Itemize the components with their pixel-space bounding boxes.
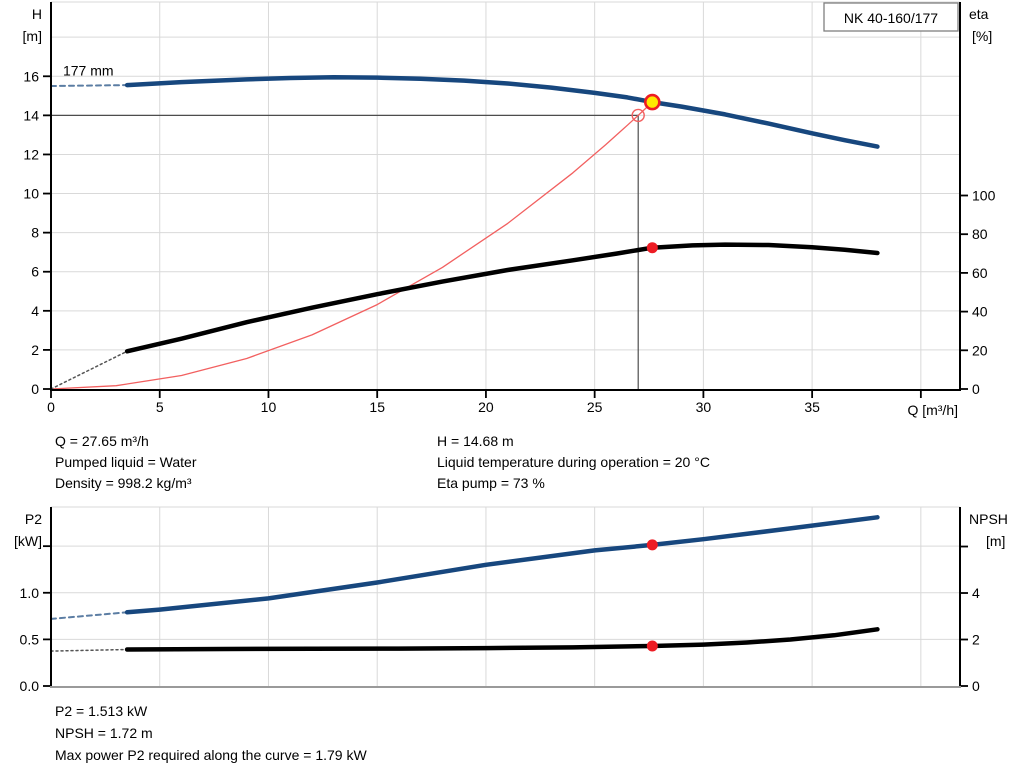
npsh-curve xyxy=(124,627,880,652)
y-right-axis-title: NPSH xyxy=(969,511,1008,527)
head-curve-leadin xyxy=(50,84,129,87)
y-right-tick-label: 80 xyxy=(972,226,988,242)
p2-duty-point xyxy=(646,539,658,551)
y-right-tick-label: 40 xyxy=(972,304,988,320)
y-left-tick-label: 8 xyxy=(31,225,39,241)
y-left-tick-label: 4 xyxy=(31,303,39,319)
p2-npsh-chart: 0.0 0.5 1.0 0 2 4 P2 [kW] NPSH [m] xyxy=(14,506,1008,694)
x-tick-label: 25 xyxy=(587,399,603,415)
density-value: Density = 998.2 kg/m³ xyxy=(55,475,192,491)
eta-pump-value: Eta pump = 73 % xyxy=(437,475,545,491)
eta-curve-leadin xyxy=(50,350,128,390)
x-tick-label: 15 xyxy=(369,399,385,415)
pump-name-label: NK 40-160/177 xyxy=(844,10,938,26)
y-left-axis-title: [kW] xyxy=(14,533,42,549)
y-right-axis-title: eta xyxy=(969,6,989,22)
y-right-axis-title: [%] xyxy=(972,28,992,44)
eta-curve xyxy=(124,242,880,354)
system-curve xyxy=(50,101,653,390)
y-right-tick-label: 0 xyxy=(972,381,980,397)
x-tick-label: 35 xyxy=(804,399,820,415)
pump-name-box xyxy=(823,2,959,32)
y-right-axis-title: [m] xyxy=(986,533,1005,549)
y-left-axis-title: [m] xyxy=(23,28,42,44)
pumped-liquid-value: Pumped liquid = Water xyxy=(55,454,197,470)
x-tick-label: 0 xyxy=(47,399,55,415)
y-right-tick-label: 20 xyxy=(972,342,988,358)
p2-value: P2 = 1.513 kW xyxy=(55,703,148,719)
x-tick-label: 5 xyxy=(156,399,164,415)
y-left-tick-label: 2 xyxy=(31,342,39,358)
y-left-axis-title: H xyxy=(32,6,42,22)
p2-curve-leadin xyxy=(50,611,129,620)
y-left-tick-label: 0.0 xyxy=(20,678,40,694)
x-tick-label: 10 xyxy=(261,399,277,415)
impeller-size-label: 177 mm xyxy=(63,62,114,78)
power-info-column: P2 = 1.513 kW NPSH = 1.72 m Max power P2… xyxy=(55,700,367,766)
y-left-tick-label: 10 xyxy=(23,186,39,202)
duty-point-requested xyxy=(631,108,645,123)
max-power-value: Max power P2 required along the curve = … xyxy=(55,747,367,763)
y-right-tick-label: 0 xyxy=(972,678,980,694)
liquid-temperature-value: Liquid temperature during operation = 20… xyxy=(437,454,710,470)
npsh-curve-leadin xyxy=(50,648,128,652)
y-left-tick-label: 1.0 xyxy=(20,585,40,601)
y-right-tick-label: 100 xyxy=(972,188,996,204)
y-left-tick-label: 0 xyxy=(31,381,39,397)
head-curve-177mm xyxy=(124,75,880,149)
y-right-tick-label: 2 xyxy=(972,632,980,648)
y-left-tick-label: 16 xyxy=(23,68,39,84)
npsh-duty-point xyxy=(646,640,658,652)
y-right-tick-label: 4 xyxy=(972,585,980,601)
eta-duty-point xyxy=(646,242,658,254)
duty-info-right-column: H = 14.68 m Liquid temperature during op… xyxy=(437,431,710,494)
duty-point-actual[interactable] xyxy=(643,93,661,111)
y-left-tick-label: 6 xyxy=(31,264,39,280)
duty-q-value: Q = 27.65 m³/h xyxy=(55,433,149,449)
y-left-axis-title: P2 xyxy=(25,511,42,527)
x-tick-label: 30 xyxy=(696,399,712,415)
x-tick-label: 20 xyxy=(478,399,494,415)
y-left-tick-label: 12 xyxy=(23,146,39,162)
qh-eta-chart: 0 2 4 6 8 10 12 14 16 0 20 40 60 80 100 0 5 10 15 20 25 30 35 H… xyxy=(23,1,996,418)
y-left-tick-label: 0.5 xyxy=(20,631,40,647)
y-left-tick-label: 14 xyxy=(23,107,39,123)
y-right-tick-label: 60 xyxy=(972,265,988,281)
x-axis-title: Q [m³/h] xyxy=(907,402,958,418)
duty-info-left-column: Q = 27.65 m³/h Pumped liquid = Water Den… xyxy=(55,431,197,494)
p2-curve xyxy=(124,515,880,615)
npsh-value: NPSH = 1.72 m xyxy=(55,725,153,741)
duty-h-value: H = 14.68 m xyxy=(437,433,514,449)
